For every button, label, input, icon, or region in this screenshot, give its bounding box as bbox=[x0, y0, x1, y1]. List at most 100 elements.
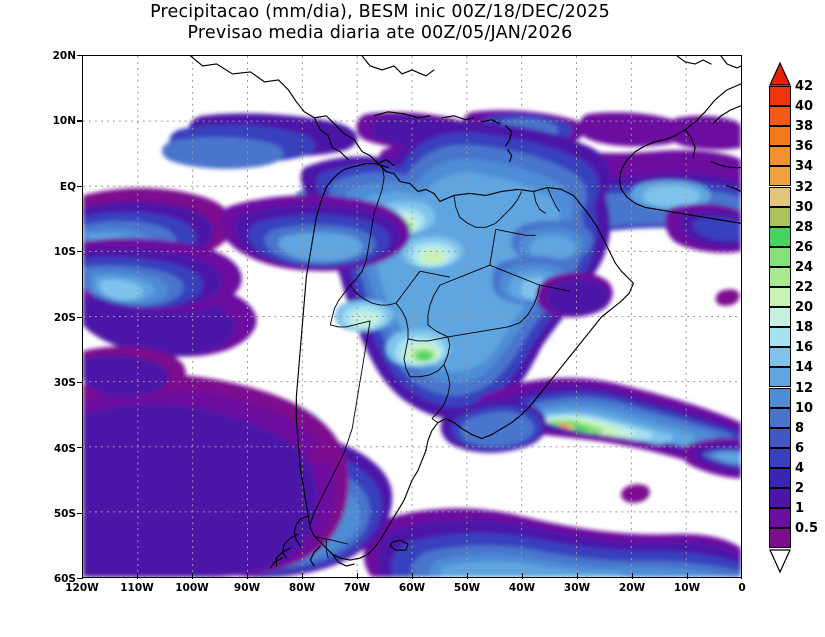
colorbar-tick-label: 32 bbox=[795, 179, 814, 195]
colorbar-swatch bbox=[769, 367, 791, 388]
ytick-label-60S: 60S bbox=[53, 573, 76, 585]
colorbar-tick-label: 6 bbox=[795, 440, 805, 456]
ytick-mark bbox=[77, 381, 83, 384]
ytick-label-20N: 20N bbox=[52, 50, 76, 62]
colorbar-swatch bbox=[769, 166, 791, 187]
ytick-label-20S: 20S bbox=[53, 312, 76, 324]
colorbar-swatch bbox=[769, 126, 791, 147]
colorbar-tick-label: 40 bbox=[795, 99, 814, 115]
colorbar-tick-label: 10 bbox=[795, 400, 814, 416]
xtick-label-80W: 80W bbox=[288, 582, 316, 594]
xtick-mark bbox=[522, 573, 524, 579]
xtick-mark bbox=[632, 573, 634, 579]
ytick-label-30S: 30S bbox=[53, 377, 76, 389]
colorbar-swatch bbox=[769, 146, 791, 167]
ytick-mark bbox=[77, 316, 83, 318]
xtick-mark bbox=[137, 573, 139, 579]
ytick-label-EQ: EQ bbox=[59, 181, 76, 193]
ytick-label-10N: 10N bbox=[52, 115, 76, 127]
colorbar-tick-label: 22 bbox=[795, 280, 814, 295]
xtick-label-120W: 120W bbox=[65, 582, 99, 594]
colorbar-swatch bbox=[769, 447, 791, 468]
xtick-mark bbox=[302, 573, 304, 579]
xtick-label-70W: 70W bbox=[343, 582, 371, 594]
colorbar-tick-label: 1 bbox=[795, 501, 805, 517]
xtick-mark bbox=[82, 573, 84, 579]
colorbar-over-arrow bbox=[769, 62, 791, 86]
colorbar-swatch bbox=[769, 226, 791, 247]
colorbar-tick-label: 18 bbox=[795, 320, 814, 336]
ytick-mark bbox=[77, 512, 83, 514]
ytick-label-10S: 10S bbox=[53, 246, 76, 258]
ytick-mark bbox=[77, 120, 83, 122]
colorbar-swatch bbox=[769, 387, 791, 408]
colorbar-tick-label: 42 bbox=[795, 79, 814, 94]
map-plot-area bbox=[82, 55, 742, 578]
colorbar-swatch bbox=[769, 106, 791, 127]
colorbar-tick-label: 34 bbox=[795, 159, 814, 175]
xtick-mark bbox=[192, 573, 194, 579]
colorbar-swatch bbox=[769, 86, 791, 107]
xtick-mark bbox=[741, 573, 743, 579]
colorbar-tick-label: 24 bbox=[795, 259, 814, 275]
xtick-label-40W: 40W bbox=[508, 582, 536, 594]
colorbar-swatch bbox=[769, 246, 791, 267]
precip-contours bbox=[83, 110, 741, 577]
map-contour-canvas bbox=[83, 56, 741, 577]
xtick-mark bbox=[467, 573, 469, 579]
colorbar-tick-label: 14 bbox=[795, 360, 814, 376]
title-line-1: Precipitacao (mm/dia), BESM inic 00Z/18/… bbox=[150, 2, 610, 22]
xtick-label-10W: 10W bbox=[673, 582, 701, 594]
xtick-mark bbox=[357, 573, 359, 579]
colorbar-swatch bbox=[769, 488, 791, 509]
colorbar-swatch bbox=[769, 528, 791, 549]
xtick-label-50W: 50W bbox=[453, 582, 481, 594]
colorbar-swatch bbox=[769, 467, 791, 488]
ytick-mark bbox=[77, 578, 83, 580]
xtick-mark bbox=[247, 573, 249, 579]
ytick-mark bbox=[77, 185, 83, 187]
title-line-2: Previsao media diaria ate 00Z/05/JAN/202… bbox=[187, 23, 573, 43]
xtick-label-100W: 100W bbox=[175, 582, 209, 594]
colorbar-tick-label: 28 bbox=[795, 219, 814, 235]
colorbar-tick-label: 8 bbox=[795, 420, 805, 436]
colorbar-tick-label: 4 bbox=[795, 460, 805, 476]
ytick-label-40S: 40S bbox=[53, 443, 76, 455]
xtick-label-20W: 20W bbox=[618, 582, 646, 594]
xtick-label-90W: 90W bbox=[233, 582, 261, 594]
colorbar-swatch bbox=[769, 287, 791, 308]
xtick-label-110W: 110W bbox=[120, 582, 154, 594]
colorbar-swatch bbox=[769, 186, 791, 207]
colorbar-tick-label: 38 bbox=[795, 119, 814, 135]
chart-title: Precipitacao (mm/dia), BESM inic 00Z/18/… bbox=[0, 2, 760, 44]
xtick-label-60W: 60W bbox=[398, 582, 426, 594]
ytick-label-50S: 50S bbox=[53, 508, 76, 520]
colorbar-swatch bbox=[769, 327, 791, 348]
colorbar: 42 40 38 36 34 32 30 28 26 24 22 20 18 16 14 12 10 8 6 4 2 1 0… bbox=[769, 62, 823, 574]
colorbar-tick-label: 36 bbox=[795, 139, 814, 155]
colorbar-swatch bbox=[769, 307, 791, 328]
coastlines bbox=[190, 56, 741, 569]
colorbar-swatch bbox=[769, 206, 791, 227]
xtick-mark bbox=[687, 573, 689, 579]
colorbar-swatch bbox=[769, 427, 791, 448]
country-borders bbox=[309, 165, 570, 559]
xtick-label-30W: 30W bbox=[563, 582, 591, 594]
colorbar-tick-label: 12 bbox=[795, 380, 814, 396]
colorbar-swatch bbox=[769, 347, 791, 368]
xtick-mark bbox=[577, 573, 579, 579]
colorbar-tick-label: 16 bbox=[795, 340, 814, 356]
colorbar-swatch bbox=[769, 266, 791, 287]
colorbar-under-arrow bbox=[769, 549, 791, 574]
ytick-mark bbox=[77, 55, 83, 57]
colorbar-tick-label: 30 bbox=[795, 199, 814, 215]
xtick-label-0: 0 bbox=[738, 582, 746, 594]
colorbar-tick-label: 26 bbox=[795, 239, 814, 255]
ytick-mark bbox=[77, 447, 83, 449]
colorbar-tick-label: 0.5 bbox=[795, 521, 819, 537]
xtick-mark bbox=[412, 573, 414, 579]
colorbar-tick-label: 2 bbox=[795, 481, 805, 496]
colorbar-tick-label: 20 bbox=[795, 300, 814, 316]
colorbar-swatch bbox=[769, 508, 791, 529]
